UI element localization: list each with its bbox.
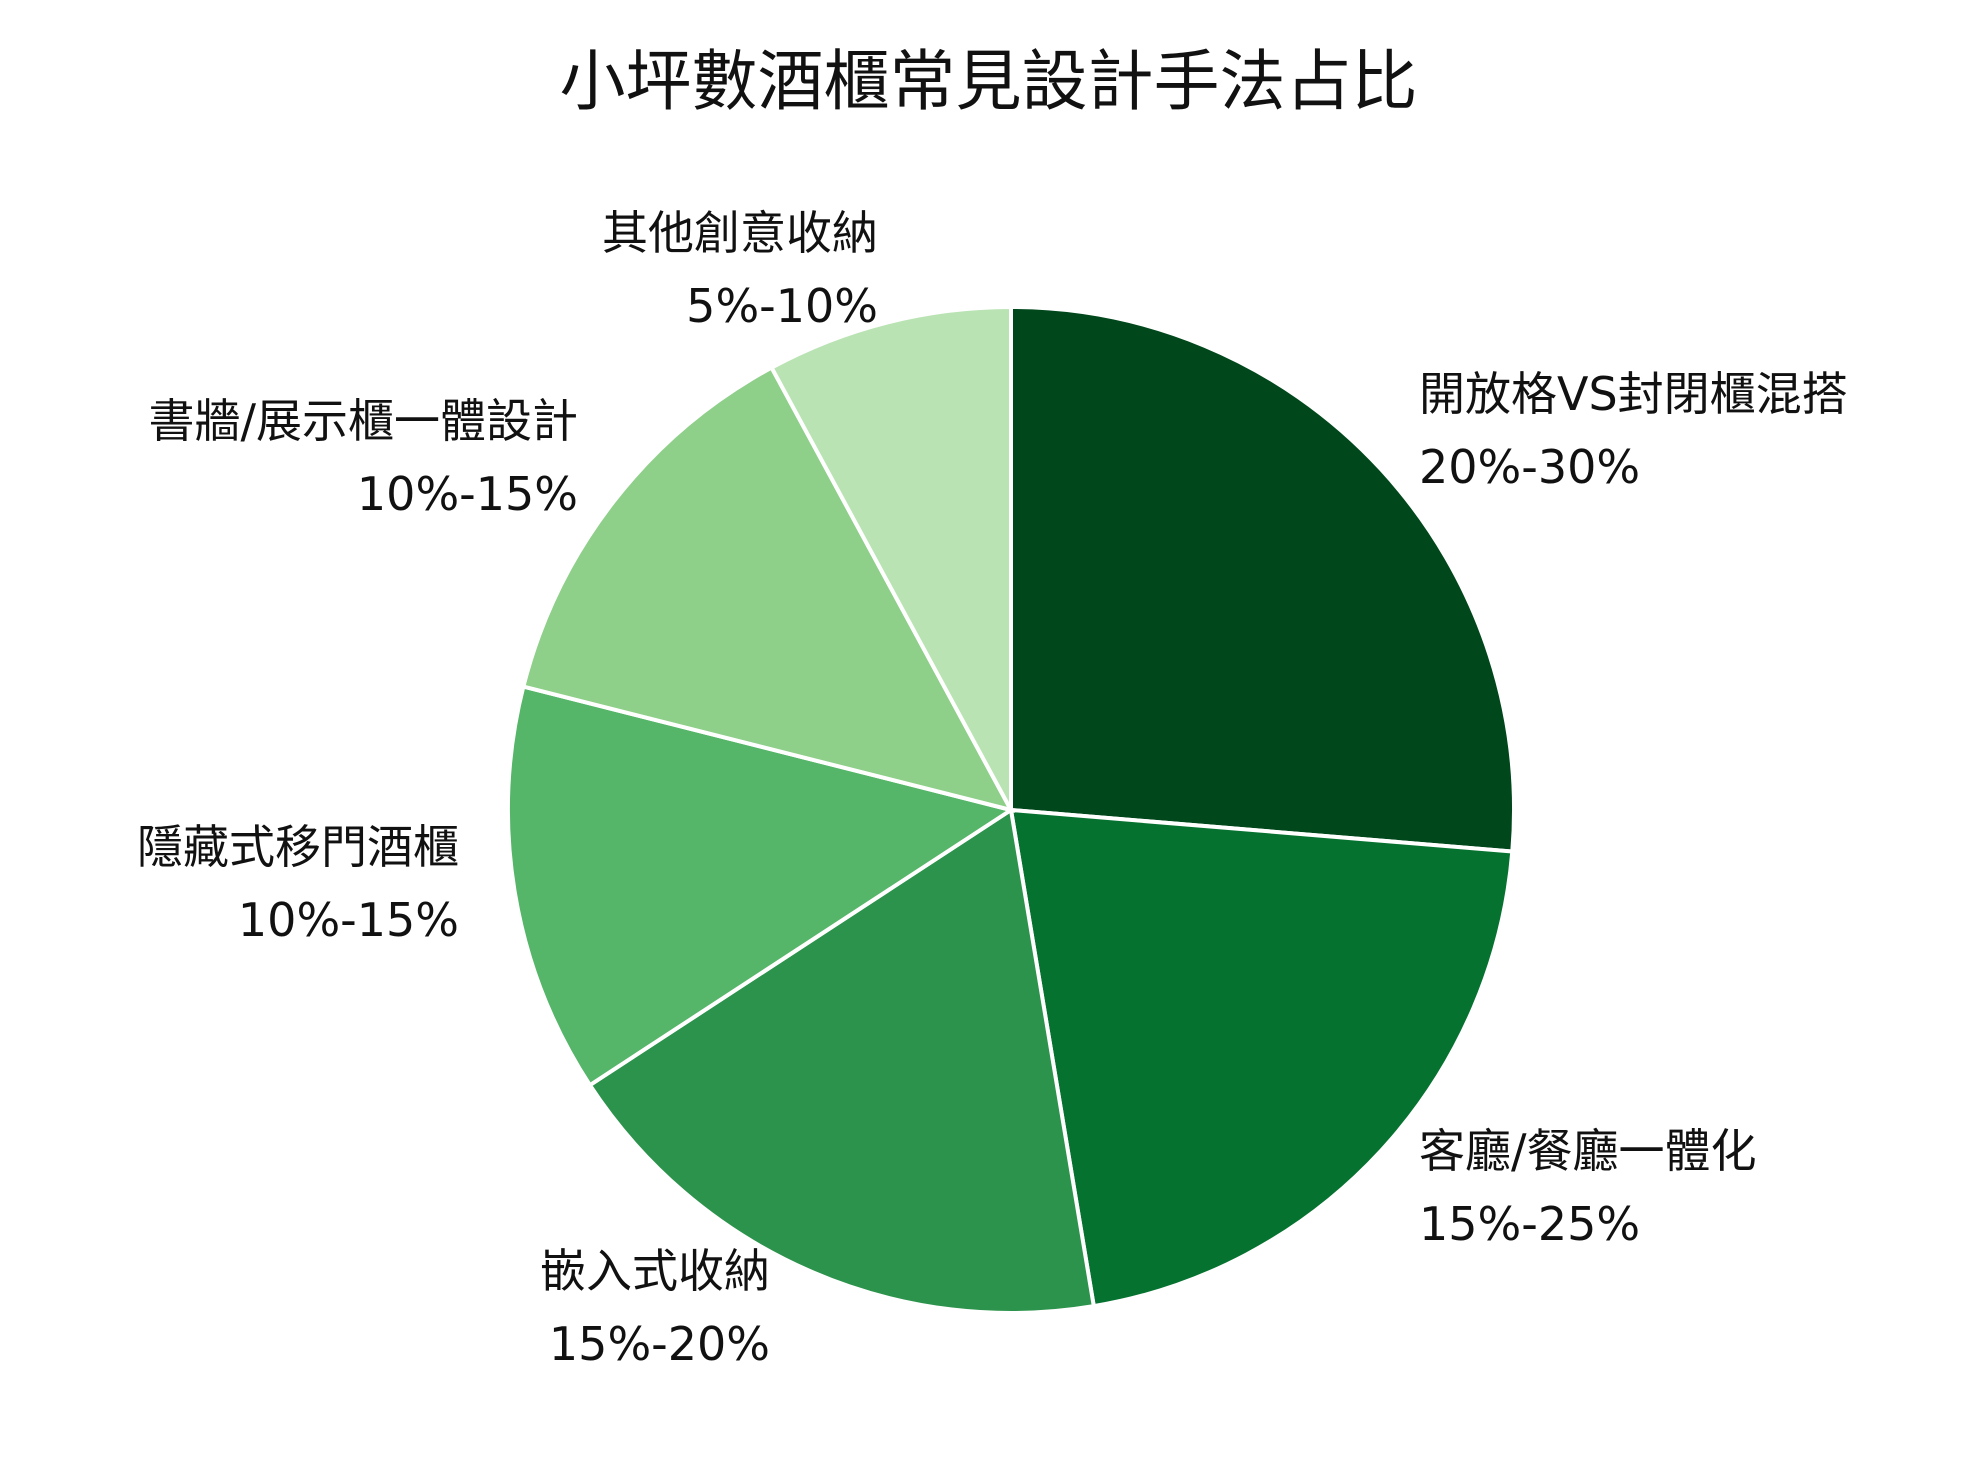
chart-title: 小坪數酒櫃常見設計手法占比	[559, 43, 1418, 120]
pie-slice-1	[1008, 807, 1515, 1309]
slice-label: 其他創意收納	[602, 206, 878, 260]
slice-range: 10%-15%	[356, 467, 578, 521]
label-hidden-sliding: 隱藏式移門酒櫃 10%-15%	[137, 811, 459, 957]
pie-slice-3	[506, 684, 1016, 1088]
label-built-in: 嵌入式收納 15%-20%	[540, 1235, 770, 1381]
slice-label: 嵌入式收納	[540, 1244, 770, 1298]
slice-range: 15%-20%	[548, 1317, 770, 1371]
pie-slice-4	[520, 364, 1015, 814]
label-open-shelf-mix: 開放格VS封閉櫃混搭 20%-30%	[1419, 358, 1848, 504]
slice-label: 客廳/餐廳一體化	[1419, 1124, 1757, 1178]
pie-slice-0	[1009, 304, 1516, 854]
slice-range: 15%-25%	[1419, 1197, 1641, 1251]
slice-label: 隱藏式移門酒櫃	[137, 820, 459, 874]
slice-label: 書牆/展示櫃一體設計	[148, 394, 579, 448]
pie-slice-5	[768, 304, 1013, 811]
label-living-dining: 客廳/餐廳一體化 15%-25%	[1419, 1115, 1757, 1261]
slice-range: 20%-30%	[1419, 440, 1641, 494]
slice-range: 5%-10%	[686, 279, 878, 333]
pie-slice-2	[587, 806, 1097, 1315]
slice-label: 開放格VS封閉櫃混搭	[1419, 367, 1848, 421]
slice-range: 10%-15%	[237, 893, 459, 947]
label-other-creative: 其他創意收納 5%-10%	[602, 197, 878, 343]
label-bookshelf-display: 書牆/展示櫃一體設計 10%-15%	[149, 385, 579, 531]
